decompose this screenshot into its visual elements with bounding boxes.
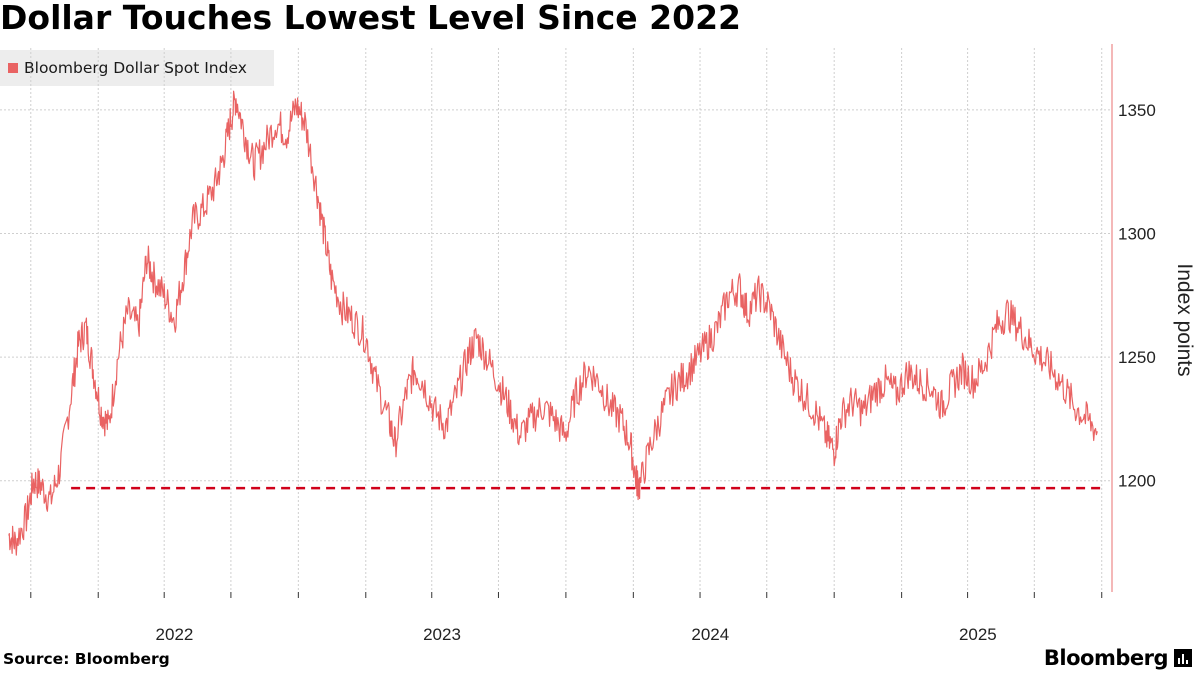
legend: Bloomberg Dollar Spot Index <box>0 50 274 86</box>
y-tick-label: 1200 <box>1118 472 1156 491</box>
x-tick-label: 2023 <box>423 625 461 644</box>
chart-title: Dollar Touches Lowest Level Since 2022 <box>0 0 742 37</box>
series-line <box>8 90 1098 556</box>
brand-name: Bloomberg <box>1043 646 1169 670</box>
y-axis-title: Index points <box>1173 263 1196 376</box>
legend-label: Bloomberg Dollar Spot Index <box>24 59 247 77</box>
bloomberg-terminal-icon <box>1174 649 1192 667</box>
y-tick-label: 1250 <box>1118 348 1156 367</box>
source-note: Source: Bloomberg <box>3 650 170 668</box>
legend-swatch <box>8 63 18 73</box>
brand-logo: Bloomberg <box>1044 646 1192 670</box>
x-tick-label: 2025 <box>959 625 997 644</box>
y-tick-label: 1300 <box>1118 224 1156 243</box>
x-tick-label: 2022 <box>156 625 194 644</box>
x-tick-label: 2024 <box>691 625 729 644</box>
y-tick-label: 1350 <box>1118 101 1156 120</box>
